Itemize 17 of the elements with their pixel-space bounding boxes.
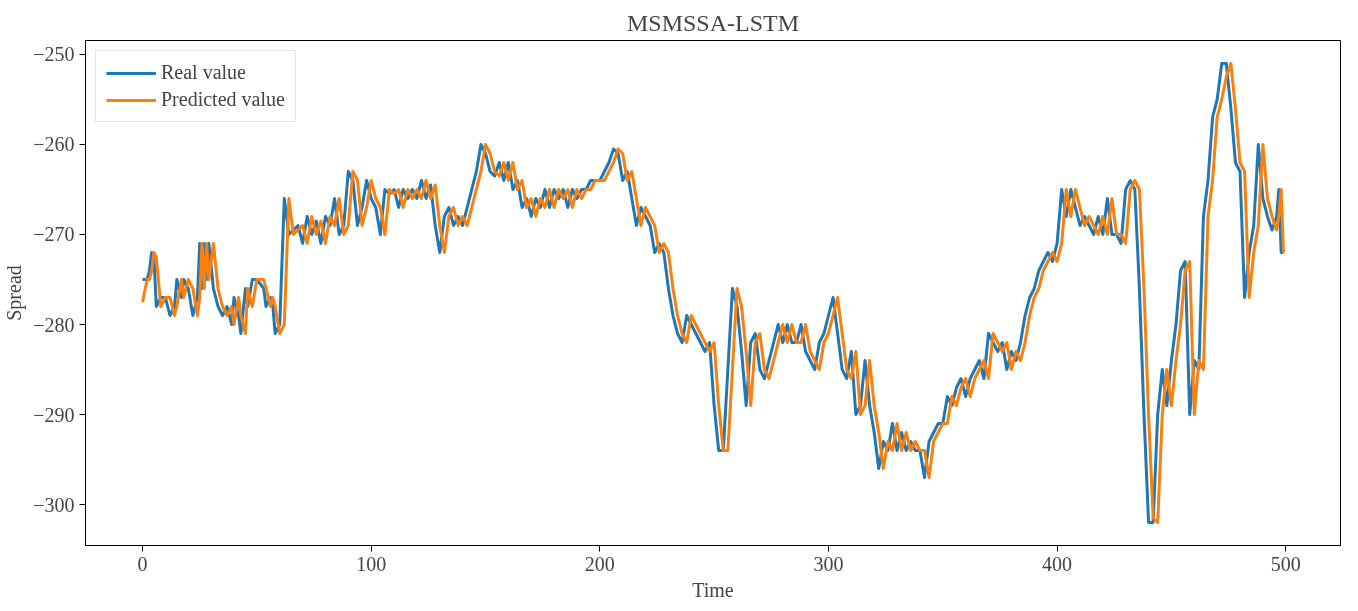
chart-title: MSMSSA-LSTM <box>626 9 800 36</box>
y-tick-label: −270 <box>33 223 75 246</box>
y-tick-label: −280 <box>33 313 75 336</box>
y-axis-title: Spread <box>3 265 27 321</box>
x-axis-title: Time <box>692 578 734 601</box>
legend-label: Predicted value <box>161 88 285 111</box>
x-tick-label: 500 <box>1270 552 1301 575</box>
legend-label: Real value <box>161 61 246 84</box>
y-tick-label: −260 <box>33 133 75 156</box>
y-tick-label: −290 <box>33 403 75 426</box>
x-tick-label: 300 <box>813 552 844 575</box>
y-tick-label: −300 <box>33 493 75 516</box>
x-tick-label: 100 <box>356 552 387 575</box>
y-tick-label: −250 <box>33 43 75 66</box>
x-tick-label: 200 <box>584 552 615 575</box>
x-tick-label: 0 <box>137 552 148 575</box>
x-tick-label: 400 <box>1042 552 1073 575</box>
